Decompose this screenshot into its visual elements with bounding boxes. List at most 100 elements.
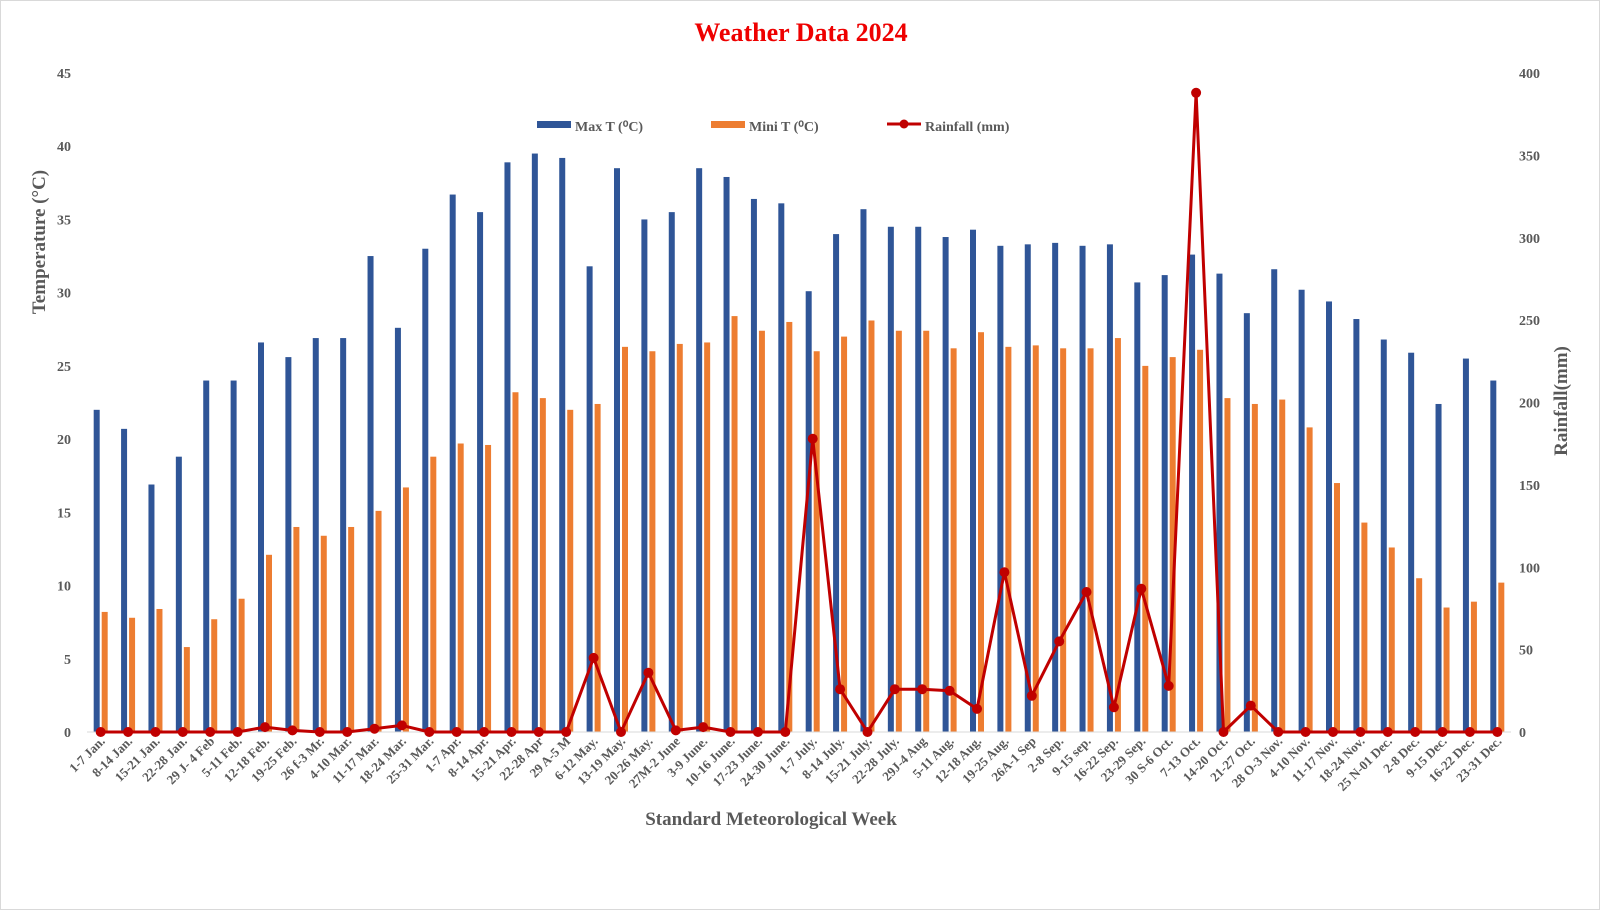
bar-mini-t	[813, 351, 820, 732]
rainfall-series	[95, 87, 1503, 737]
rainfall-point	[889, 684, 900, 695]
bar-max-t	[477, 212, 484, 733]
rainfall-point	[725, 727, 736, 737]
bar-max-t	[723, 176, 730, 732]
bar-mini-t	[1361, 522, 1368, 732]
rainfall-point	[342, 727, 353, 737]
bar-mini-t	[1032, 345, 1039, 732]
legend-label-rainfall: Rainfall (mm)	[925, 120, 1010, 135]
bar-max-t	[586, 266, 593, 732]
bar-max-t	[422, 248, 429, 732]
bar-max-t	[449, 194, 456, 732]
bar-max-t	[531, 153, 538, 733]
rainfall-point	[260, 722, 270, 733]
bar-max-t	[230, 380, 237, 732]
rainfall-point	[1245, 700, 1256, 711]
legend-swatch-max-t	[537, 121, 571, 128]
bar-max-t	[614, 168, 620, 732]
y2-axis-ticks: 0 50 100 150 200 250 300 350 400	[1519, 67, 1540, 741]
rainfall-point	[1081, 587, 1092, 597]
rainfall-point	[1054, 636, 1065, 647]
rainfall-point	[807, 433, 818, 444]
bar-mini-t	[1416, 578, 1423, 732]
legend-label-max-t: Max T (⁰C)	[575, 120, 643, 135]
rainfall-point	[451, 727, 462, 737]
legend-label-mini-t: Mini T (⁰C)	[749, 120, 819, 135]
legend-swatch-rainfall-marker	[899, 119, 909, 129]
rainfall-point	[1108, 702, 1119, 713]
bar-max-t	[1462, 358, 1469, 732]
rainfall-point	[643, 667, 654, 678]
bar-mini-t	[101, 611, 108, 732]
bar-max-t	[1435, 403, 1442, 732]
bar-mini-t	[649, 351, 656, 732]
rainfall-point	[1218, 727, 1229, 737]
bar-max-t	[175, 456, 182, 732]
rainfall-line	[100, 91, 1498, 734]
bar-mini-t	[129, 617, 136, 732]
bar-mini-t	[211, 619, 218, 732]
rainfall-point	[396, 720, 407, 731]
rainfall-point	[287, 725, 298, 736]
bar-mini-t	[1470, 601, 1477, 732]
rainfall-point	[670, 725, 681, 736]
bar-max-t	[121, 428, 128, 732]
bar-max-t	[970, 229, 976, 732]
bar-max-t	[641, 219, 648, 732]
bar-mini-t	[539, 398, 546, 732]
y-axis-label: Temperature (°C)	[29, 170, 50, 314]
y-tick-label: 0	[64, 726, 71, 741]
y2-tick-label: 100	[1519, 561, 1540, 576]
bar-max-t	[696, 168, 703, 732]
legend: Max T (⁰C) Mini T (⁰C) Rainfall (mm)	[537, 119, 1010, 135]
bar-mini-t	[622, 346, 628, 732]
bar-max-t	[285, 357, 292, 732]
bar-max-t	[1490, 380, 1497, 732]
bar-max-t	[203, 380, 210, 732]
bar-max-t	[258, 342, 264, 732]
rainfall-point	[177, 727, 188, 737]
bar-max-t	[860, 209, 867, 732]
bar-mini-t	[320, 535, 327, 732]
y-tick-label: 20	[57, 433, 71, 448]
bar-max-t	[887, 226, 894, 732]
rainfall-point	[123, 727, 134, 737]
bar-max-t	[340, 338, 347, 732]
bar-max-t	[805, 291, 812, 732]
bar-mini-t	[430, 456, 437, 732]
bar-max-t	[312, 338, 319, 732]
rainfall-point	[561, 727, 572, 737]
bar-max-t	[367, 256, 374, 732]
bar-mini-t	[1306, 427, 1313, 732]
bar-mini-t	[1443, 607, 1450, 732]
rainfall-point	[917, 684, 928, 695]
bar-mini-t	[978, 332, 984, 732]
rainfall-point	[698, 722, 709, 733]
y2-tick-label: 350	[1519, 149, 1540, 164]
bar-mini-t	[348, 526, 355, 732]
rainfall-point	[1355, 727, 1366, 737]
bar-mini-t	[923, 330, 930, 732]
x-axis-label: Standard Meteorological Week	[645, 809, 897, 830]
bar-max-t	[1024, 244, 1031, 732]
bar-mini-t	[1005, 346, 1012, 732]
bar-mini-t	[868, 320, 875, 732]
bar-mini-t	[402, 487, 409, 732]
bar-mini-t	[1279, 399, 1286, 732]
rainfall-point	[1300, 727, 1311, 737]
rainfall-point	[232, 727, 243, 737]
bar-mini-t	[1251, 403, 1258, 732]
bar-max-t	[93, 409, 100, 732]
rainfall-point	[1492, 727, 1503, 737]
bar-max-t	[1134, 282, 1141, 732]
bar-mini-t	[1060, 348, 1067, 732]
bar-max-t	[1189, 254, 1196, 732]
y-tick-label: 35	[57, 213, 71, 228]
bar-max-t	[1298, 289, 1305, 732]
y-tick-label: 15	[57, 506, 71, 521]
bar-max-t	[1271, 269, 1278, 732]
bar-mini-t	[731, 316, 738, 732]
rainfall-point	[314, 727, 325, 737]
bar-mini-t	[841, 336, 848, 732]
